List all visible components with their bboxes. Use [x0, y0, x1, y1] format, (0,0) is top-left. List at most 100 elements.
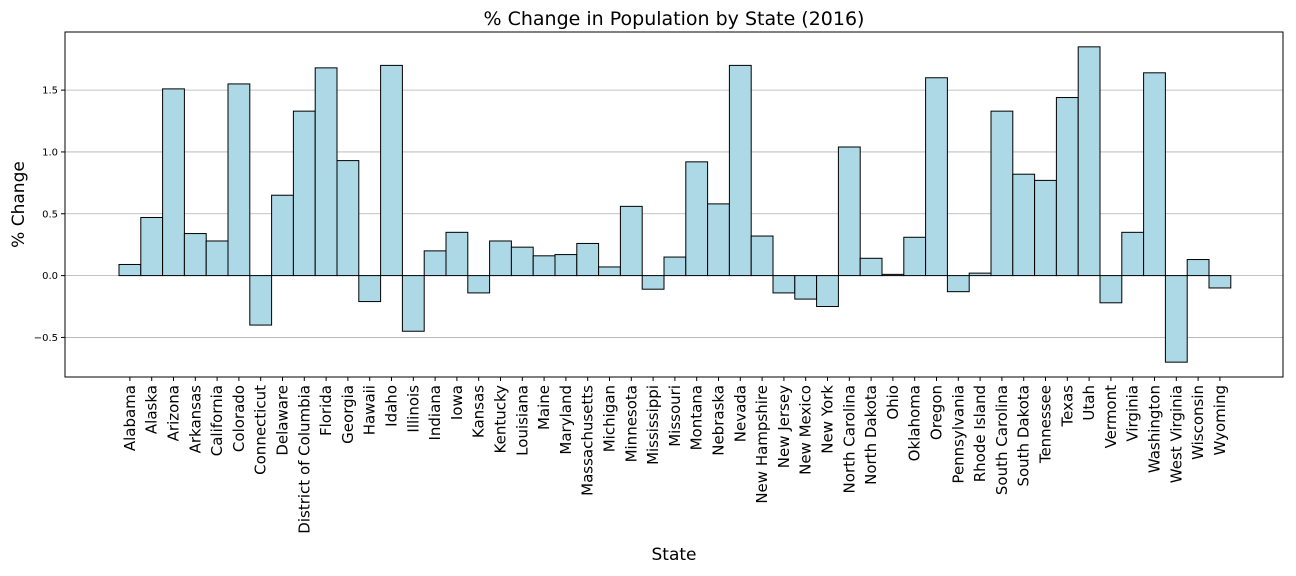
bar: [249, 275, 273, 326]
x-tick-label: New York: [819, 385, 837, 454]
x-tick-label: Iowa: [448, 385, 466, 420]
x-tick-label: Arkansas: [186, 385, 204, 454]
bar: [576, 242, 600, 277]
x-tick-label: New Mexico: [797, 385, 815, 475]
x-tick-label: Oregon: [928, 385, 946, 440]
x-tick-label: Alabama: [121, 385, 139, 451]
x-tick-label: Indiana: [426, 385, 444, 441]
x-tick-label: West Virginia: [1167, 385, 1185, 483]
x-tick-label: Georgia: [339, 385, 357, 444]
bar: [1055, 97, 1079, 277]
bar: [685, 161, 709, 277]
bar: [292, 110, 316, 277]
y-tick-label: 0.5: [42, 209, 58, 220]
bar: [990, 110, 1014, 277]
x-tick-label: Nebraska: [710, 385, 728, 456]
bar: [663, 256, 687, 277]
y-axis-ticks: −0.5 0.0 0.5 1.0 1.5: [34, 86, 65, 344]
bar: [467, 275, 491, 294]
bar: [336, 160, 360, 277]
x-tick-label: North Dakota: [862, 385, 880, 485]
x-tick-label: New Hampshire: [753, 385, 771, 504]
x-tick-label: Colorado: [230, 385, 248, 452]
bar: [271, 194, 294, 277]
bar: [968, 272, 992, 277]
x-tick-label: Hawaii: [361, 385, 379, 435]
x-tick-label: South Dakota: [1015, 385, 1033, 487]
x-tick-label: Nevada: [731, 385, 749, 442]
x-tick-label: Rhode Island: [971, 385, 989, 482]
x-tick-label: Washington: [1146, 385, 1164, 473]
bar: [510, 246, 534, 277]
bar: [445, 231, 469, 277]
x-tick-label: Delaware: [274, 385, 292, 456]
x-axis-label: State: [652, 545, 697, 565]
x-tick-label: Utah: [1080, 385, 1098, 421]
x-tick-label: Ohio: [884, 385, 902, 420]
x-tick-label: Florida: [317, 385, 335, 436]
bar: [772, 275, 796, 294]
bar: [1186, 259, 1210, 277]
bar: [794, 275, 818, 300]
bar: [1121, 231, 1145, 277]
x-tick-label: Tennessee: [1037, 385, 1055, 464]
bar: [1099, 275, 1123, 304]
bar: [423, 250, 447, 277]
bar: [750, 235, 774, 277]
y-axis-label: % Change: [9, 161, 29, 248]
bar: [641, 275, 665, 290]
x-tick-label: Oklahoma: [906, 385, 924, 461]
bar: [227, 83, 251, 277]
bar: [925, 77, 948, 277]
x-tick-label: Louisiana: [513, 385, 531, 456]
x-tick-label: Illinois: [404, 385, 422, 433]
x-tick-label: New Jersey: [775, 385, 793, 468]
x-tick-label: Montana: [688, 385, 706, 450]
x-tick-label: Missouri: [666, 385, 684, 447]
bar: [1012, 173, 1036, 277]
x-tick-label: District of Columbia: [295, 385, 313, 534]
y-tick-label: 1.0: [42, 147, 58, 158]
bar: [1034, 179, 1057, 277]
x-tick-label: Wyoming: [1211, 385, 1229, 455]
x-tick-label: Virginia: [1124, 385, 1142, 442]
bar: [1164, 275, 1188, 363]
x-tick-label: Idaho: [383, 385, 401, 427]
y-tick-label: −0.5: [34, 333, 58, 344]
bar: [358, 275, 382, 303]
bar: [401, 275, 425, 332]
bar: [314, 67, 338, 277]
x-tick-label: Michigan: [601, 385, 619, 452]
bar: [1208, 275, 1232, 289]
bar: [598, 266, 621, 277]
chart-title: % Change in Population by State (2016): [484, 8, 865, 30]
x-tick-label: Wisconsin: [1189, 385, 1207, 460]
x-tick-label: Minnesota: [622, 385, 640, 462]
x-tick-label: North Carolina: [840, 385, 858, 493]
x-tick-label: Mississippi: [644, 385, 662, 465]
bars: [118, 46, 1232, 363]
x-tick-label: Kentucky: [492, 385, 510, 454]
y-tick-label: 1.5: [42, 86, 58, 97]
x-tick-label: Pennsylvania: [949, 385, 967, 484]
bar: [183, 233, 207, 277]
x-tick-label: South Carolina: [993, 385, 1011, 495]
bar: [162, 88, 185, 277]
bar: [118, 263, 142, 277]
x-axis-ticks: Alabama Alaska Arizona Arkansas California Co…: [121, 377, 1229, 534]
x-tick-label: Arizona: [165, 385, 183, 441]
bar: [837, 146, 861, 277]
bar: [707, 203, 730, 277]
bar: [140, 216, 164, 277]
bar: [205, 240, 229, 277]
bar: [903, 236, 927, 277]
x-tick-label: Maryland: [557, 385, 575, 455]
x-tick-label: Alaska: [143, 385, 161, 434]
x-tick-label: Vermont: [1102, 385, 1120, 449]
bar: [946, 275, 970, 293]
x-tick-label: California: [208, 385, 226, 456]
bar: [728, 64, 752, 277]
bar: [554, 254, 578, 277]
y-tick-label: 0.0: [42, 271, 58, 282]
